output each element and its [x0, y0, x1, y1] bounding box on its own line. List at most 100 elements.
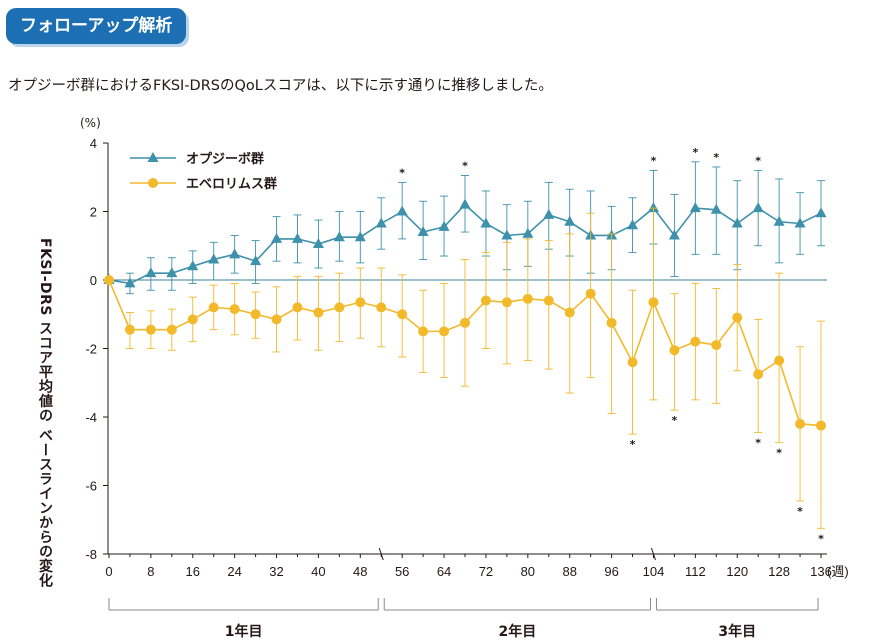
x-tick-label: 16: [186, 564, 200, 579]
data-point-circle: [669, 345, 680, 356]
x-axis-unit: (週): [827, 564, 849, 579]
data-point-circle: [543, 295, 554, 306]
data-point-triangle: [291, 232, 303, 243]
significance-marker: *: [692, 146, 698, 159]
significance-marker: *: [630, 438, 636, 451]
data-point-circle: [564, 307, 575, 318]
period-label: 1年目: [225, 623, 263, 640]
data-point-triangle: [166, 267, 178, 278]
x-tick-label: 96: [604, 564, 618, 579]
data-point-triangle: [647, 202, 659, 213]
data-point-circle: [208, 302, 219, 313]
data-point-circle: [690, 336, 701, 347]
data-point-circle: [124, 324, 135, 335]
data-point-triangle: [710, 203, 722, 214]
legend-marker-triangle: [147, 152, 159, 162]
significance-marker: *: [818, 532, 824, 545]
x-tick-label: 112: [685, 564, 706, 579]
data-point-triangle: [564, 215, 576, 226]
chart-description: オプジーボ群におけるFKSI-DRSのQoLスコアは、以下に示す通りに推移しまし…: [8, 78, 553, 94]
data-point-triangle: [417, 226, 429, 237]
data-point-triangle: [459, 198, 471, 209]
data-point-circle: [397, 309, 408, 320]
data-point-triangle: [752, 202, 764, 213]
data-point-circle: [501, 297, 512, 308]
data-point-circle: [753, 369, 764, 380]
data-point-triangle: [501, 229, 513, 240]
data-point-circle: [271, 314, 282, 325]
data-point-circle: [355, 297, 366, 308]
y-tick-label: -4: [85, 410, 97, 425]
data-point-circle: [648, 297, 659, 308]
data-point-circle: [606, 317, 617, 328]
x-tick-label: 136: [810, 564, 832, 579]
data-point-circle: [711, 340, 722, 351]
data-point-triangle: [689, 202, 701, 213]
data-point-triangle: [333, 231, 345, 242]
y-unit-label: (%): [80, 116, 101, 130]
data-point-triangle: [480, 217, 492, 228]
data-point-triangle: [354, 231, 366, 242]
data-point-circle: [145, 324, 156, 335]
data-point-circle: [460, 317, 470, 328]
data-point-circle: [166, 324, 177, 335]
data-point-triangle: [627, 219, 639, 230]
legend-label: オプジーボ群: [186, 151, 264, 167]
data-point-triangle: [668, 229, 680, 240]
y-tick-label: 2: [90, 205, 97, 220]
data-point-circle: [187, 314, 198, 325]
significance-marker: *: [797, 505, 803, 518]
data-point-circle: [292, 302, 303, 313]
significance-marker: *: [399, 166, 405, 179]
data-point-circle: [627, 357, 638, 368]
data-point-triangle: [312, 238, 324, 249]
data-point-circle: [480, 295, 491, 306]
x-tick-label: 8: [147, 564, 154, 579]
data-point-triangle: [815, 207, 827, 218]
y-tick-label: -6: [85, 479, 97, 494]
legend-marker-circle: [148, 178, 158, 188]
y-tick-label: 0: [90, 273, 97, 288]
x-tick-label: 88: [562, 564, 576, 579]
significance-marker: *: [672, 414, 678, 427]
data-point-circle: [774, 355, 785, 366]
x-tick-label: 56: [395, 564, 409, 579]
legend-label: エベロリムス群: [186, 176, 277, 192]
data-point-triangle: [271, 232, 283, 243]
data-point-circle: [376, 302, 387, 313]
period-label: 2年目: [498, 623, 536, 640]
x-tick-label: 64: [437, 564, 451, 579]
data-point-triangle: [522, 227, 534, 238]
data-point-circle: [585, 288, 596, 299]
x-tick-label: 120: [726, 564, 748, 579]
significance-marker: *: [755, 154, 761, 167]
data-point-circle: [522, 293, 533, 304]
axis-break-mark: [378, 547, 384, 561]
x-tick-label: 32: [269, 564, 283, 579]
section-badge: フォローアップ解析: [6, 8, 187, 44]
data-point-circle: [250, 309, 261, 320]
period-label: 3年目: [718, 623, 756, 640]
y-axis-label: FKSI-DRS スコア平均値の ベースラインからの変化: [37, 238, 53, 588]
x-tick-label: 128: [768, 564, 790, 579]
data-point-circle: [229, 304, 240, 315]
x-tick-label: 24: [227, 564, 241, 579]
significance-marker: *: [651, 154, 657, 167]
data-point-triangle: [396, 205, 408, 216]
data-point-triangle: [375, 217, 387, 228]
data-point-triangle: [438, 220, 450, 231]
y-tick-label: -2: [85, 342, 97, 357]
data-point-triangle: [145, 267, 157, 278]
data-point-triangle: [124, 277, 136, 288]
x-tick-label: 40: [311, 564, 325, 579]
x-tick-label: 104: [643, 564, 665, 579]
x-tick-label: 72: [479, 564, 493, 579]
data-point-circle: [104, 275, 114, 285]
data-point-triangle: [187, 260, 199, 271]
y-tick-label: -8: [85, 547, 97, 562]
data-point-triangle: [229, 248, 241, 259]
data-point-circle: [418, 326, 429, 337]
x-tick-label: 80: [521, 564, 535, 579]
significance-marker: *: [462, 160, 468, 173]
